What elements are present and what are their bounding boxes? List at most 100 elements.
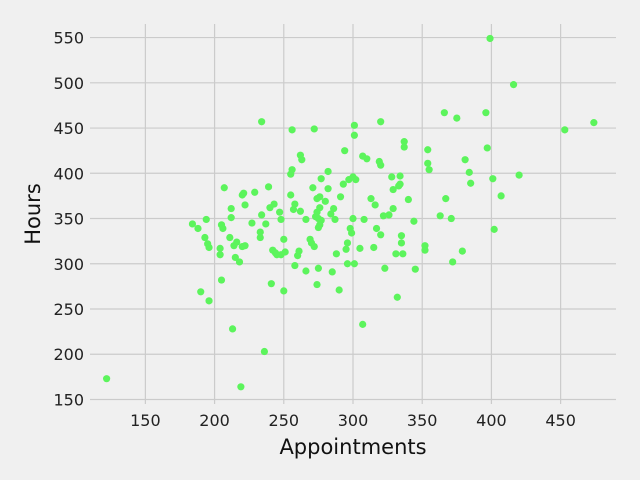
- data-point: [205, 297, 213, 305]
- data-point: [343, 239, 352, 247]
- data-point: [400, 138, 408, 146]
- data-point: [343, 260, 352, 268]
- y-tick-label: 200: [53, 345, 84, 364]
- data-point: [280, 287, 288, 295]
- data-point: [377, 161, 385, 169]
- data-point: [324, 185, 332, 193]
- data-point: [227, 214, 235, 222]
- data-point: [467, 179, 475, 187]
- data-point: [396, 172, 404, 180]
- data-point: [240, 189, 248, 197]
- data-point: [461, 156, 469, 164]
- data-point: [197, 288, 205, 296]
- data-point: [194, 224, 202, 233]
- data-point: [316, 193, 324, 201]
- x-tick-label: 150: [130, 411, 161, 430]
- data-point: [397, 239, 406, 247]
- data-point: [228, 325, 237, 333]
- data-point: [509, 81, 518, 89]
- data-point: [256, 228, 264, 236]
- data-point: [264, 183, 273, 191]
- data-point: [400, 143, 408, 151]
- data-point: [202, 215, 210, 224]
- data-point: [289, 205, 298, 214]
- data-point: [515, 171, 523, 179]
- y-tick-label: 350: [53, 210, 84, 229]
- data-point: [291, 261, 299, 270]
- data-point: [331, 215, 339, 224]
- data-point: [288, 126, 296, 134]
- data-point: [404, 195, 412, 204]
- data-point: [372, 224, 381, 233]
- data-point: [388, 173, 396, 181]
- data-point: [350, 131, 358, 139]
- data-point: [483, 144, 491, 152]
- data-point: [280, 235, 288, 243]
- data-point: [227, 204, 235, 213]
- data-point: [256, 233, 264, 242]
- data-point: [449, 258, 457, 266]
- data-point: [241, 201, 249, 209]
- data-point: [321, 197, 329, 205]
- x-tick-label: 350: [407, 411, 438, 430]
- data-point: [411, 265, 419, 273]
- data-point: [277, 215, 285, 224]
- data-point: [458, 247, 466, 255]
- data-point: [424, 146, 432, 154]
- data-point: [359, 320, 367, 328]
- data-point: [379, 212, 388, 220]
- y-tick-label: 550: [53, 29, 84, 48]
- data-point: [410, 217, 418, 225]
- data-point: [590, 119, 598, 127]
- data-point: [316, 204, 324, 212]
- data-point: [350, 121, 358, 129]
- data-point: [258, 118, 266, 126]
- data-point: [267, 280, 275, 288]
- y-tick-label: 500: [53, 74, 84, 93]
- x-tick-label: 200: [199, 411, 230, 430]
- data-point: [281, 248, 289, 256]
- data-point: [314, 264, 322, 272]
- data-point: [352, 176, 360, 184]
- data-point: [490, 225, 498, 233]
- data-point: [371, 201, 379, 209]
- data-point: [298, 156, 306, 164]
- data-point: [396, 180, 404, 188]
- y-tick-label: 150: [53, 390, 84, 409]
- data-point: [235, 258, 244, 266]
- y-tick-label: 450: [53, 119, 84, 138]
- data-point: [341, 147, 349, 155]
- data-point: [339, 180, 347, 188]
- data-point: [287, 191, 295, 199]
- data-point: [317, 216, 325, 224]
- y-tick-label: 400: [53, 164, 84, 183]
- data-point: [392, 250, 400, 258]
- data-point: [248, 219, 256, 227]
- data-point: [310, 242, 318, 251]
- data-point: [226, 233, 234, 242]
- data-point: [399, 250, 407, 258]
- tick-labels: 150 200 250 300 350 400 450 150 200 250 300 350 400 4…: [53, 29, 575, 430]
- data-point: [317, 175, 325, 183]
- data-point: [436, 212, 444, 220]
- data-point: [397, 232, 406, 240]
- x-tick-label: 450: [545, 411, 576, 430]
- data-point: [360, 215, 368, 224]
- data-point: [324, 167, 332, 176]
- x-tick-label: 250: [269, 411, 300, 430]
- data-point: [241, 242, 249, 250]
- data-point: [424, 159, 432, 167]
- data-point: [385, 211, 393, 219]
- data-point: [302, 267, 310, 275]
- data-point: [348, 229, 356, 237]
- data-point: [482, 109, 490, 117]
- data-point: [453, 114, 461, 122]
- data-point: [330, 204, 338, 213]
- data-point: [313, 280, 321, 289]
- data-point: [237, 383, 245, 391]
- data-point: [442, 195, 450, 203]
- data-point: [489, 175, 497, 183]
- data-point: [440, 109, 448, 117]
- data-point: [188, 220, 197, 228]
- data-point: [217, 276, 226, 284]
